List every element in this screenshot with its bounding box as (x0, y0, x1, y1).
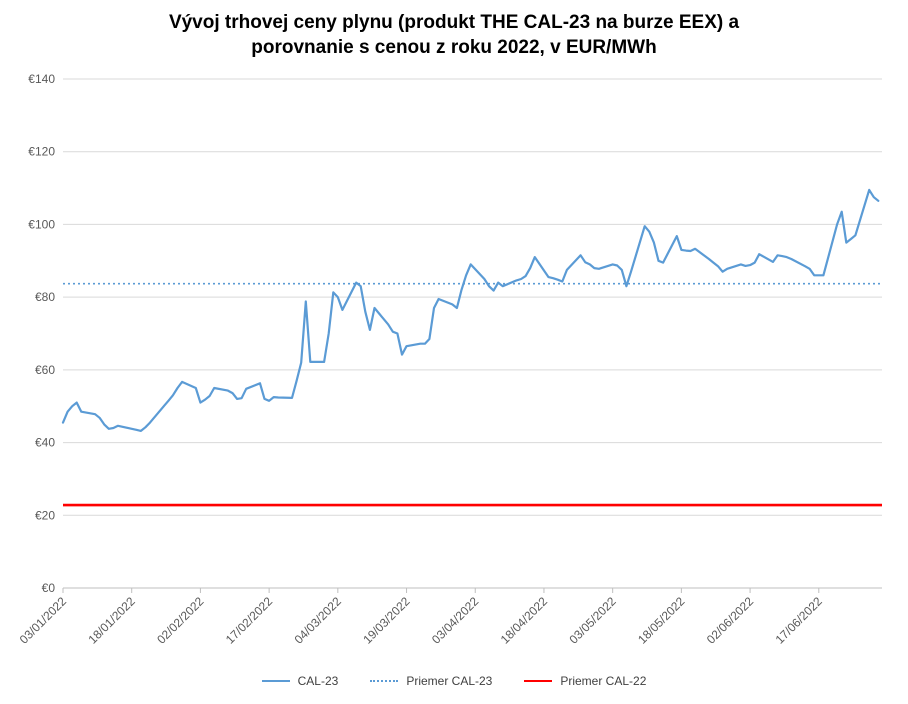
y-tick-label: €40 (35, 436, 55, 450)
chart-title-line-1: Vývoj trhovej ceny plynu (produkt THE CA… (168, 12, 740, 33)
y-tick-label: €120 (28, 145, 55, 159)
x-tick-label: 17/06/2022 (773, 594, 826, 647)
y-tick-label: €140 (28, 72, 55, 86)
x-tick-label: 18/01/2022 (85, 594, 138, 647)
series-line-cal23 (61, 188, 880, 432)
x-tick-label: 18/05/2022 (635, 594, 688, 647)
legend-item-avg-cal22: Priemer CAL-22 (524, 674, 646, 688)
legend-label-avg-cal22: Priemer CAL-22 (560, 674, 647, 688)
y-tick-label: €0 (42, 581, 56, 595)
chart-title: Vývoj trhovej ceny plynu (produkt THE CA… (0, 10, 908, 60)
legend-item-cal23: CAL-23 (261, 674, 339, 688)
chart-title-line-2: porovnanie s cenou z roku 2022, v EUR/MW… (251, 37, 657, 58)
x-tick-label: 03/01/2022 (17, 594, 70, 647)
legend-swatch-solid-red (524, 680, 553, 682)
legend-swatch-dotted-blue (370, 680, 399, 682)
legend-label-cal23: CAL-23 (297, 674, 339, 688)
x-tick-label: 17/02/2022 (223, 594, 276, 647)
x-tick-label: 03/04/2022 (429, 594, 482, 647)
legend-swatch-solid-blue (261, 680, 290, 682)
x-tick-label: 04/03/2022 (292, 594, 345, 647)
x-tick-label: 18/04/2022 (498, 594, 551, 647)
y-tick-label: €100 (28, 217, 55, 231)
legend-label-avg-cal23: Priemer CAL-23 (406, 674, 493, 688)
y-tick-label: €60 (35, 363, 55, 377)
y-tick-label: €80 (35, 290, 55, 304)
chart-legend: CAL-23 Priemer CAL-23 Priemer CAL-22 (0, 674, 908, 688)
y-tick-label: €20 (35, 508, 55, 522)
x-tick-label: 19/03/2022 (360, 594, 413, 647)
x-tick-label: 03/05/2022 (566, 594, 619, 647)
x-tick-label: 02/06/2022 (704, 594, 757, 647)
legend-item-avg-cal23: Priemer CAL-23 (370, 674, 492, 688)
x-tick-label: 02/02/2022 (154, 594, 207, 647)
